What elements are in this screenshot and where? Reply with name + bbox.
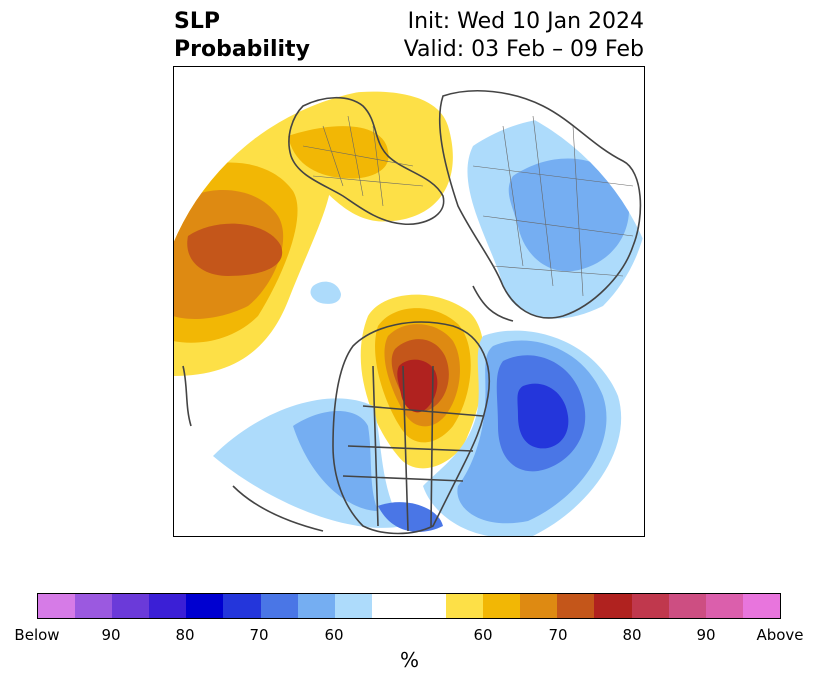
colorbar-tick-label: 60 xyxy=(473,626,493,644)
colorbar-segment xyxy=(75,594,113,618)
colorbar-segment xyxy=(557,594,595,618)
colorbar xyxy=(37,593,781,619)
colorbar-segment xyxy=(446,594,484,618)
probability-fill xyxy=(173,91,649,538)
colorbar-segment xyxy=(334,594,372,618)
colorbar-segment xyxy=(371,594,409,618)
colorbar-ticks: Below 90 80 70 60 60 70 80 90 Above xyxy=(0,626,819,646)
colorbar-unit: % xyxy=(399,648,419,672)
colorbar-segment xyxy=(186,594,224,618)
colorbar-segment xyxy=(408,594,447,618)
colorbar-segment xyxy=(668,594,706,618)
colorbar-tick-label: 60 xyxy=(324,626,344,644)
colorbar-tick-label: 90 xyxy=(101,626,121,644)
colorbar-tick-label: 90 xyxy=(696,626,716,644)
colorbar-segment xyxy=(149,594,187,618)
colorbar-tick-label: 80 xyxy=(622,626,642,644)
colorbar-tick-label: 70 xyxy=(548,626,568,644)
colorbar-tick-label: 80 xyxy=(175,626,195,644)
colorbar-segment xyxy=(260,594,298,618)
colorbar-segment xyxy=(112,594,150,618)
colorbar-segment xyxy=(483,594,521,618)
map-subtitle: Init: Wed 10 Jan 2024 Valid: 03 Feb – 09… xyxy=(404,8,644,64)
valid-range: Valid: 03 Feb – 09 Feb xyxy=(403,37,644,62)
map-title: SLP Probability xyxy=(174,8,310,64)
colorbar-tick-label: Above xyxy=(756,626,804,644)
probability-map xyxy=(173,66,649,538)
colorbar-segment xyxy=(223,594,261,618)
coastlines xyxy=(182,90,642,535)
colorbar-segment xyxy=(705,594,743,618)
colorbar-tick-label: 70 xyxy=(249,626,269,644)
borders xyxy=(302,115,634,297)
colorbar-segment xyxy=(742,594,780,618)
colorbar-tick-label: Below xyxy=(14,626,60,644)
init-date: Init: Wed 10 Jan 2024 xyxy=(407,9,644,34)
colorbar-segment xyxy=(297,594,335,618)
colorbar-segment xyxy=(631,594,669,618)
title-line-1: SLP xyxy=(174,9,220,34)
map-svg xyxy=(173,66,649,538)
title-line-2: Probability xyxy=(174,37,310,62)
colorbar-segment xyxy=(38,594,76,618)
colorbar-segment xyxy=(594,594,632,618)
colorbar-segment xyxy=(520,594,558,618)
